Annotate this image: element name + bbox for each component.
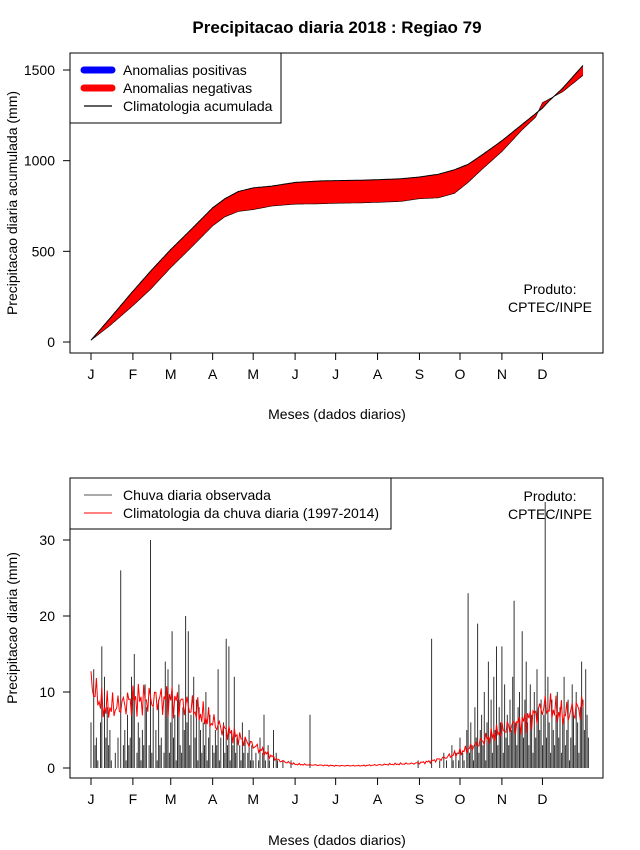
top-y-tick-label: 1500 (24, 62, 55, 78)
bottom-y-axis-label: Precipitacao diaria (mm) (4, 552, 20, 704)
top-x-tick-label: N (497, 366, 507, 382)
top-x-tick-label: M (165, 366, 177, 382)
bottom-x-tick-label: J (88, 791, 95, 807)
top-x-tick-label: S (415, 366, 424, 382)
climatology-cumulative-line (90, 65, 584, 341)
top-line-layer (90, 65, 584, 341)
top-area-layer (91, 65, 583, 341)
top-x-tick-label: M (247, 366, 259, 382)
bottom-x-tick-label: J (332, 791, 339, 807)
negative-anomaly-area (91, 65, 583, 341)
bottom-annotation-line-2: CPTEC/INPE (508, 506, 592, 522)
legend-label-negative: Anomalias negativas (123, 80, 252, 96)
top-y-axis: 0 500 1000 1500 (24, 62, 71, 350)
legend-label-observed: Chuva diaria observada (123, 487, 271, 503)
bottom-x-tick-label: S (415, 791, 424, 807)
bottom-x-tick-label: M (165, 791, 177, 807)
top-legend: Anomalias positivas Anomalias negativas … (69, 52, 282, 124)
bottom-x-tick-label: A (373, 791, 383, 807)
top-x-tick-label: J (292, 366, 299, 382)
bottom-legend: Chuva diaria observada Climatologia da c… (69, 477, 392, 530)
top-y-tick-label: 1000 (24, 153, 55, 169)
cumulative-plot: 0 500 1000 1500 J F M A M J J A S O N D Precipitacao d… (4, 52, 604, 422)
bottom-y-tick-label: 20 (39, 608, 55, 624)
bottom-x-tick-label: N (497, 791, 507, 807)
bottom-y-tick-label: 0 (47, 760, 55, 776)
bottom-x-axis-label: Meses (dados diarios) (268, 832, 406, 848)
bottom-line-layer (90, 671, 584, 767)
top-y-axis-label: Precipitacao diaria acumulada (mm) (4, 91, 20, 315)
legend-label-positive: Anomalias positivas (123, 62, 247, 78)
bottom-annotation-line-1: Produto: (524, 488, 577, 504)
top-x-tick-label: F (129, 366, 138, 382)
top-x-tick-label: J (88, 366, 95, 382)
top-annotation-line-2: CPTEC/INPE (508, 299, 592, 315)
top-annotation-line-1: Produto: (524, 281, 577, 297)
bottom-x-tick-label: O (455, 791, 466, 807)
bottom-x-tick-label: D (537, 791, 547, 807)
bottom-legend-box (69, 477, 392, 530)
bottom-bar-layer (90, 502, 589, 768)
bottom-y-tick-label: 10 (39, 684, 55, 700)
top-y-tick-label: 500 (32, 243, 56, 259)
top-x-axis-label: Meses (dados diarios) (268, 406, 406, 422)
bottom-x-tick-label: A (208, 791, 218, 807)
top-y-tick-label: 0 (47, 334, 55, 350)
observed-cumulative-line (90, 75, 584, 341)
bottom-y-tick-label: 30 (39, 532, 55, 548)
legend-label-climatology-daily: Climatologia da chuva diaria (1997-2014) (123, 505, 379, 521)
top-x-tick-label: J (332, 366, 339, 382)
daily-plot: 0 10 20 30 J F M A M J J A S O N D Precipitacao diaria… (4, 477, 604, 848)
bottom-x-tick-label: M (247, 791, 259, 807)
bottom-x-tick-label: F (129, 791, 138, 807)
top-x-tick-label: A (373, 366, 383, 382)
top-x-tick-label: O (455, 366, 466, 382)
top-x-tick-label: A (208, 366, 218, 382)
chart-title: Precipitacao diaria 2018 : Regiao 79 (192, 18, 481, 37)
climatology-daily-line (90, 671, 584, 767)
legend-label-climatology: Climatologia acumulada (123, 98, 273, 114)
top-x-tick-label: D (537, 366, 547, 382)
bottom-y-axis: 0 10 20 30 (39, 532, 71, 776)
bottom-x-tick-label: J (292, 791, 299, 807)
